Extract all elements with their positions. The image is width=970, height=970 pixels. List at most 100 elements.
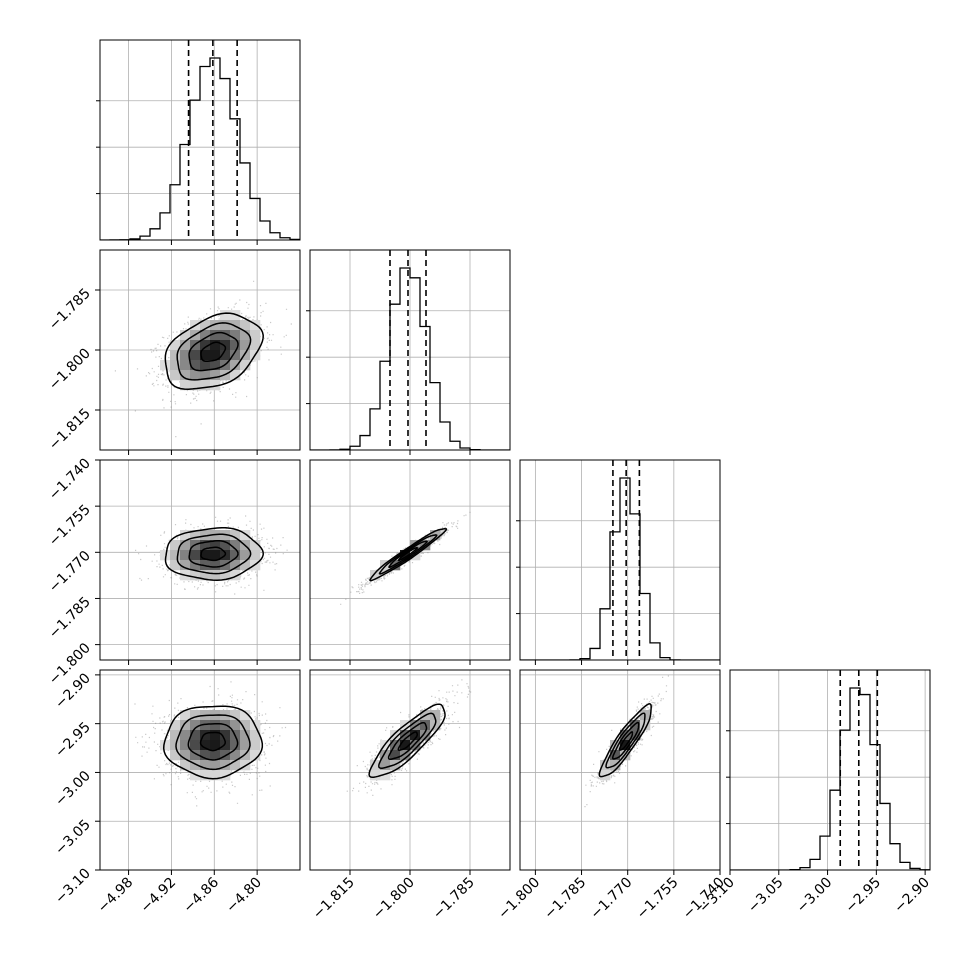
density-cell — [170, 360, 181, 371]
density-cell — [380, 560, 391, 571]
density-cell — [220, 540, 231, 551]
density-cell — [230, 740, 241, 751]
density-cell — [610, 750, 621, 761]
density-cell — [170, 720, 181, 731]
x-tick-label-2: −1.755 — [634, 875, 682, 923]
density-cell — [230, 560, 241, 571]
panel-content-3-2 — [520, 670, 720, 870]
density-cell — [200, 330, 211, 341]
panel-frame-2-2 — [519, 459, 721, 661]
contour-3-0-1 — [187, 723, 239, 761]
density-cell — [200, 340, 211, 351]
density-cell — [210, 540, 221, 551]
density-cell — [400, 740, 411, 751]
y-tick-label-1: −1.800 — [46, 346, 94, 394]
contour-3-2-2 — [605, 712, 646, 769]
contour-1-0-0 — [200, 341, 227, 363]
contour-2-1-2 — [378, 534, 438, 575]
density-cell — [200, 380, 211, 391]
density-cell — [640, 720, 651, 731]
density-cell — [240, 550, 251, 561]
density-cell — [400, 750, 411, 761]
density-cell — [230, 570, 241, 581]
density-cell — [220, 760, 231, 771]
density-cell — [190, 560, 201, 571]
x-tick-label-3: −3.00 — [794, 875, 836, 917]
panel-3-1: −1.815 −1.800 −1.785 — [309, 669, 511, 923]
density-cell — [370, 570, 381, 581]
density-cell — [220, 340, 231, 351]
x-tick-label-3: −2.95 — [843, 875, 885, 917]
density-cell — [230, 340, 241, 351]
density-cell — [250, 320, 261, 331]
panel-frame-3-0 — [99, 669, 301, 871]
x-tick-label-1: −1.815 — [310, 875, 358, 923]
panel-content-2-0 — [100, 460, 300, 660]
density-cell — [200, 730, 211, 741]
contour-3-0-3 — [162, 705, 264, 780]
density-cell — [190, 360, 201, 371]
panel-1-0: −1.815 −1.800 −1.785 — [46, 249, 301, 455]
density-cell — [210, 360, 221, 371]
density-cell — [210, 730, 221, 741]
panel-2-0: −1.800−1.785−1.770−1.755−1.740 — [46, 456, 301, 688]
density-cell — [190, 350, 201, 361]
density-cell — [190, 750, 201, 761]
density-cell — [220, 740, 231, 751]
density-cell — [190, 530, 201, 541]
density-cell — [170, 370, 181, 381]
contour-1-0-3 — [164, 312, 264, 390]
density-cell — [370, 770, 381, 781]
density-cell — [200, 760, 211, 771]
density-cell — [170, 340, 181, 351]
contour-3-0-2 — [175, 714, 251, 771]
density-cell — [220, 350, 231, 361]
y-tick-label-3: −2.95 — [52, 719, 94, 761]
density-cell — [380, 760, 391, 771]
density-cell — [190, 550, 201, 561]
density-cell — [200, 320, 211, 331]
y-tick-label-2: −1.770 — [46, 548, 94, 596]
density-cell — [240, 530, 251, 541]
density-cell — [220, 770, 231, 781]
panel-2-1 — [309, 459, 511, 665]
panel-frame-0-0 — [99, 39, 301, 241]
density-cell — [180, 530, 191, 541]
density-cell — [230, 350, 241, 361]
density-cell — [230, 550, 241, 561]
density-cell — [180, 710, 191, 721]
contour-3-2-0 — [618, 731, 634, 751]
contour-3-2-1 — [611, 721, 640, 760]
density-cell — [170, 540, 181, 551]
x-tick-label-0: −4.92 — [138, 875, 180, 917]
density-cell — [240, 330, 251, 341]
density-cell — [180, 350, 191, 361]
panel-content-1-0 — [100, 250, 300, 450]
panel-content-2-2 — [520, 460, 720, 660]
density-cell — [420, 730, 431, 741]
density-cell — [220, 330, 231, 341]
density-cell — [410, 740, 421, 751]
density-cell — [210, 760, 221, 771]
density-cell — [380, 750, 391, 761]
density-cell — [240, 720, 251, 731]
density-cell — [620, 740, 631, 751]
density-cell — [200, 740, 211, 751]
contour-3-2-3 — [598, 703, 652, 778]
y-tick-label-1: −1.815 — [46, 406, 94, 454]
panel-3-0: −3.10−3.05−3.00−2.95−2.90−4.98 −4.92 −4.86… — [52, 669, 301, 917]
panel-0-0 — [96, 39, 301, 245]
density-cell — [180, 330, 191, 341]
contour-2-1-0 — [397, 546, 419, 562]
density-cell — [410, 720, 421, 731]
y-tick-label-2: −1.755 — [46, 502, 94, 550]
panel-content-0-0 — [100, 40, 300, 240]
density-cell — [230, 370, 241, 381]
panel-2-2 — [516, 459, 721, 665]
density-cell — [180, 360, 191, 371]
contour-2-0-1 — [188, 540, 239, 568]
density-cell — [250, 540, 261, 551]
y-tick-label-3: −3.05 — [52, 817, 94, 859]
density-cell — [200, 370, 211, 381]
density-cell — [240, 560, 251, 571]
